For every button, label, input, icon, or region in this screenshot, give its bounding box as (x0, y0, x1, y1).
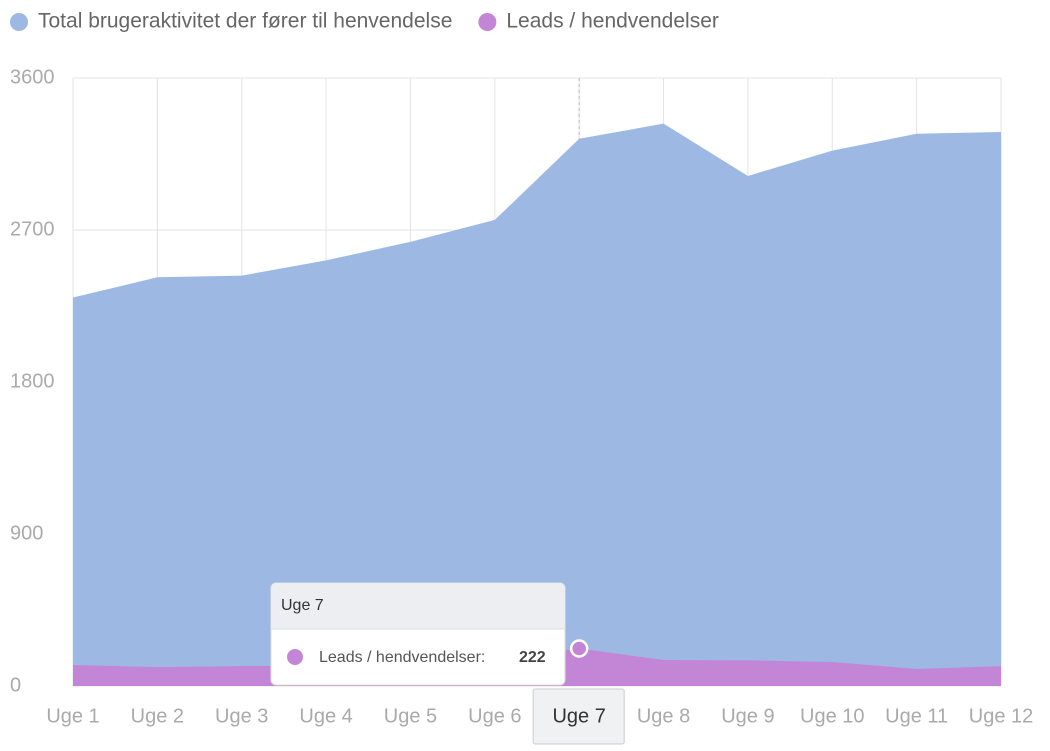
tooltip-value: 222 (519, 649, 546, 666)
tooltip: Uge 7 Leads / hendvendelser: 222 (270, 582, 566, 686)
tooltip-label: Leads / hendvendelser: (319, 649, 485, 666)
x-tick-label: Uge 5 (384, 705, 437, 727)
x-tick-label: Uge 10 (800, 705, 865, 727)
y-tick-label: 3600 (10, 66, 55, 88)
area (73, 123, 1001, 687)
legend-label: Leads / hendvendelser (506, 10, 719, 33)
tooltip-header-bg (271, 583, 565, 629)
x-tick-label: Uge 9 (721, 705, 774, 727)
y-tick-label: 2700 (10, 218, 55, 240)
x-tick-label: Uge 8 (637, 705, 690, 727)
legend-marker (478, 13, 497, 31)
hover-point (569, 639, 589, 658)
y-tick-label: 900 (10, 522, 43, 544)
x-tick-label: Uge 3 (215, 705, 268, 727)
x-tick-label: Uge 6 (468, 705, 521, 727)
x-tick-label: Uge 11 (885, 705, 948, 727)
x-tick-label: Uge 2 (131, 705, 184, 727)
tooltip-title: Uge 7 (281, 597, 324, 614)
legend-label: Total brugeraktivitet der fører til henv… (38, 10, 452, 33)
legend-marker (10, 13, 28, 31)
x-label-highlight (532, 688, 625, 745)
x-tick-label: Uge 4 (299, 705, 352, 727)
tooltip-marker (287, 649, 303, 665)
x-tick-label: Uge 12 (969, 705, 1034, 727)
y-tick-label: 0 (10, 674, 21, 696)
x-tick-label: Uge 7 (552, 705, 605, 727)
x-tick-label: Uge 1 (46, 705, 99, 727)
y-tick-label: 1800 (10, 370, 55, 392)
